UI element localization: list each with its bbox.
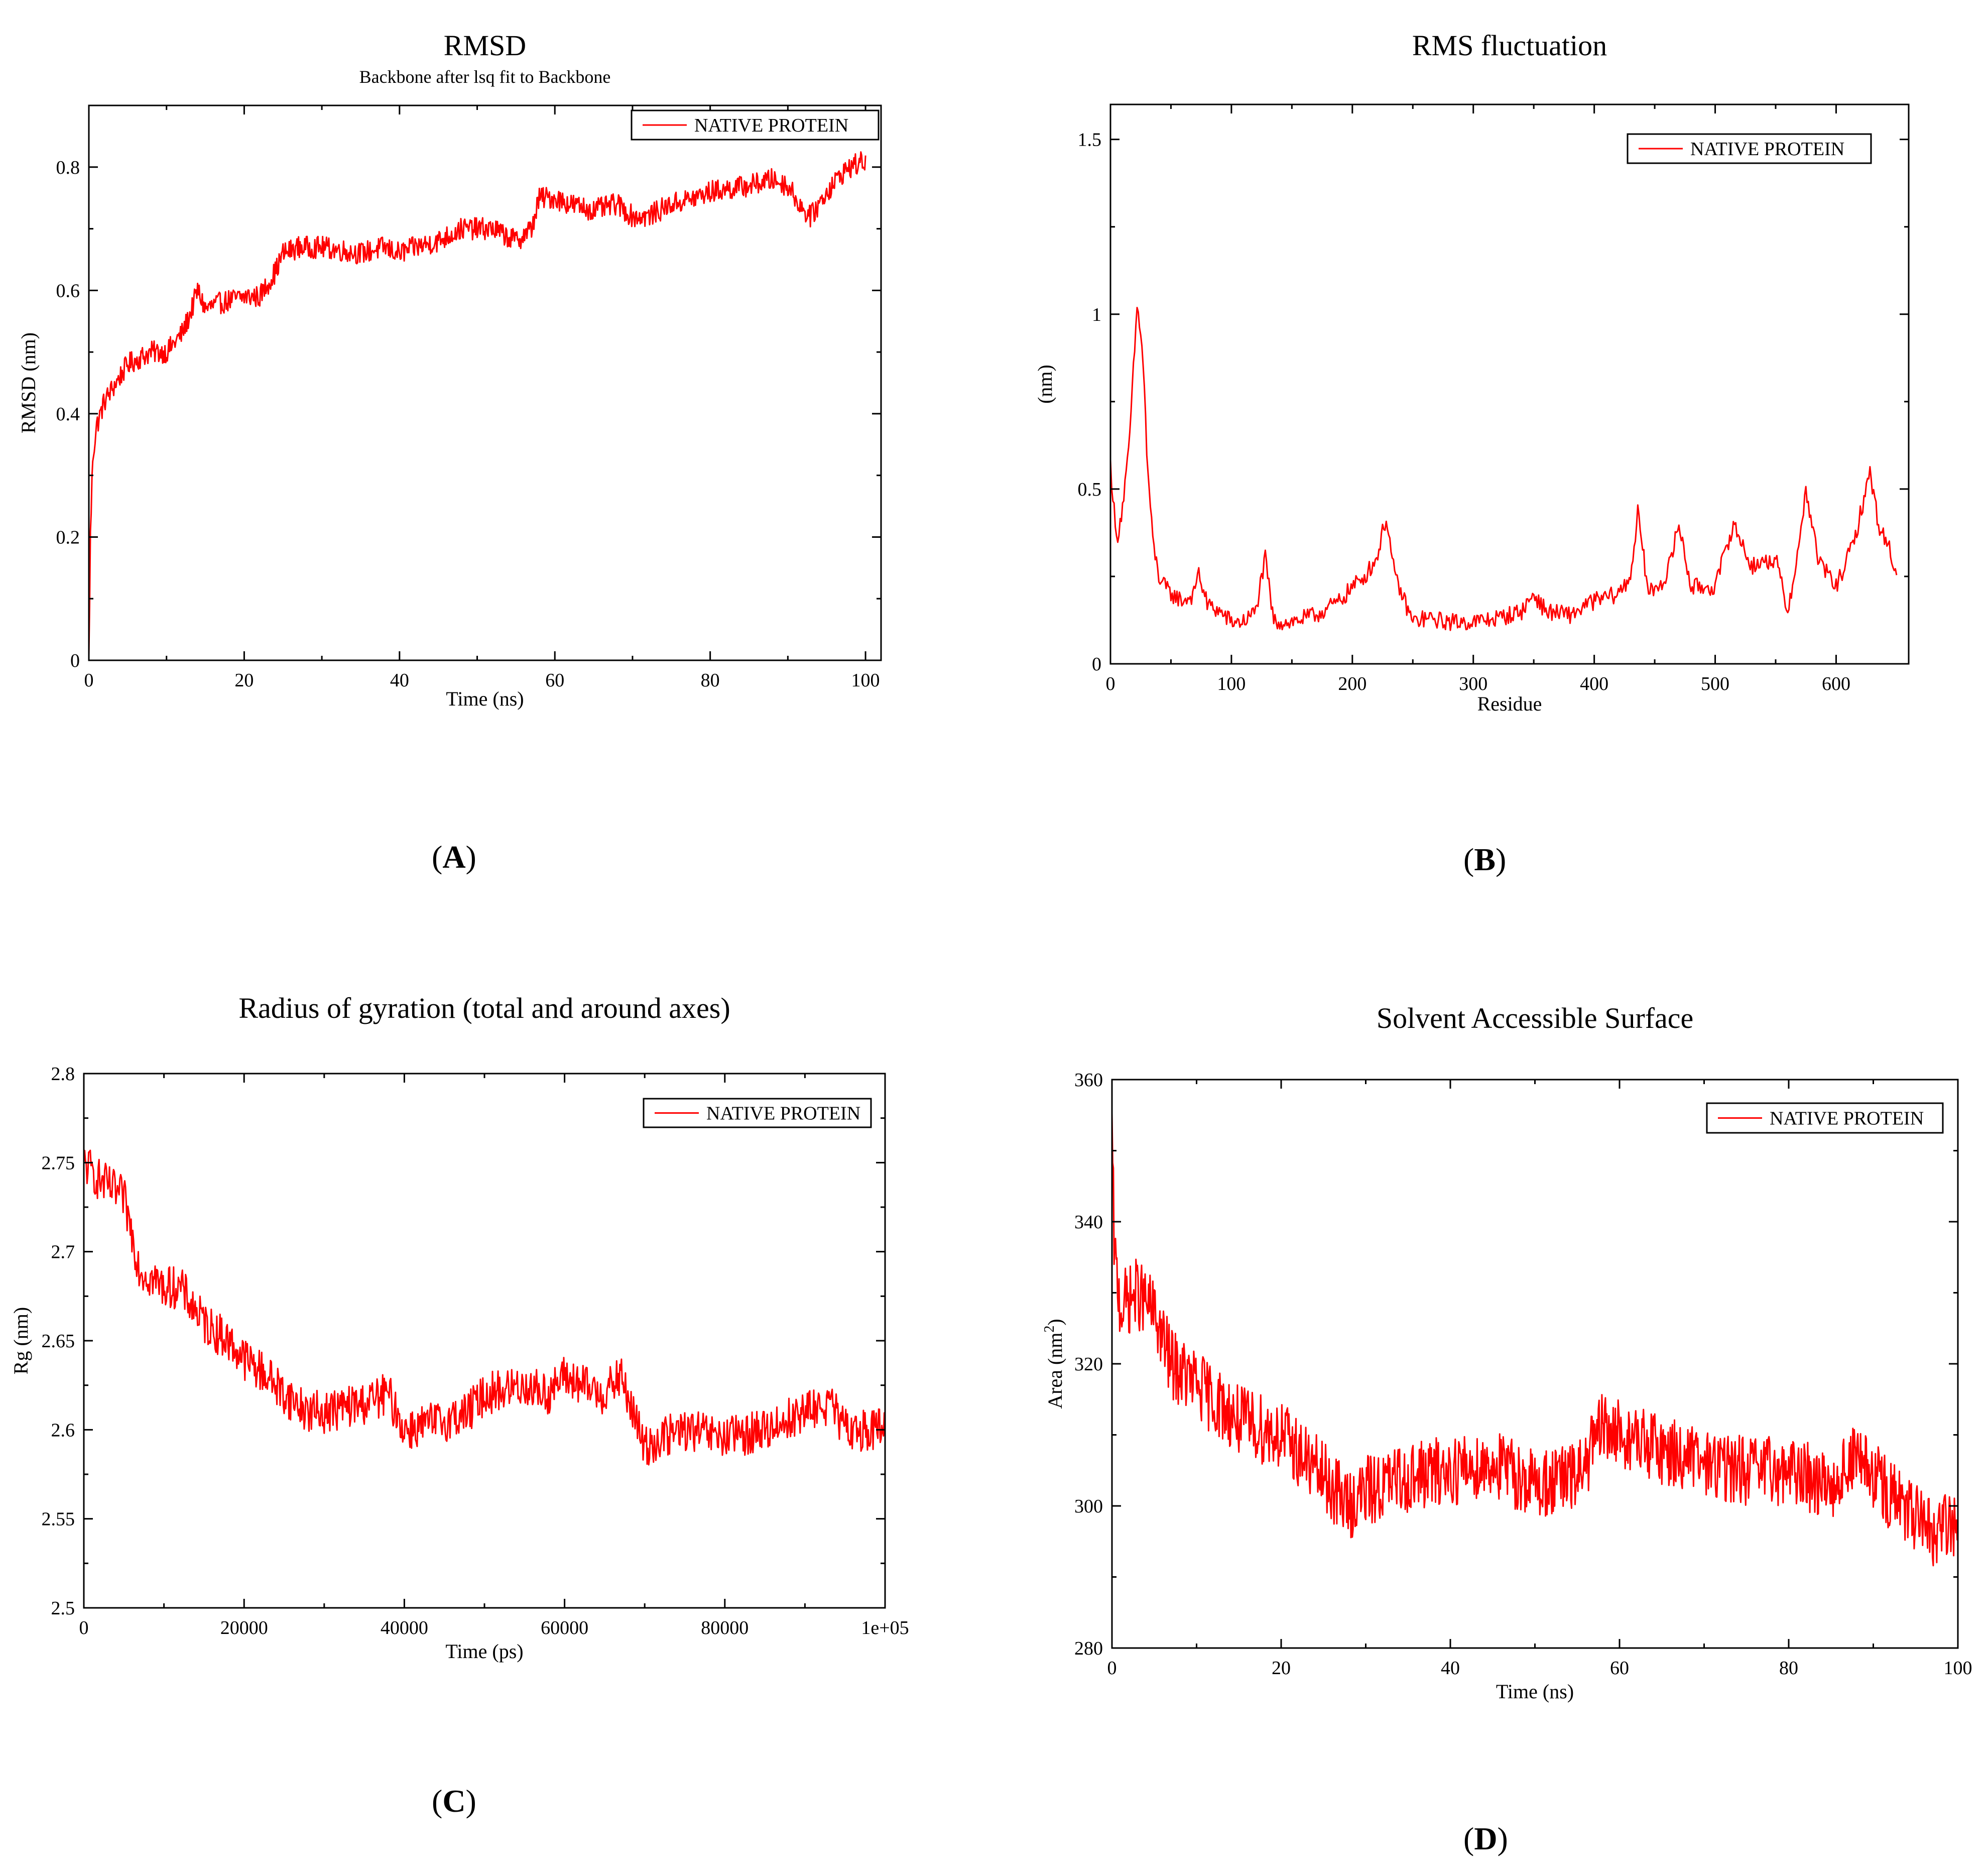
panel-label-b: (B) — [1463, 842, 1507, 877]
series-line-native-protein — [83, 1149, 886, 1466]
x-axis-label: Time (ns) — [1496, 1680, 1574, 1703]
y-tick-label: 1 — [1092, 304, 1101, 325]
y-tick-label: 1.5 — [1078, 130, 1102, 151]
x-tick-label: 40 — [1441, 1658, 1460, 1679]
x-tick-label: 20 — [234, 670, 254, 691]
plot-frame — [88, 104, 882, 661]
chart-title: RMS fluctuation — [1412, 29, 1607, 62]
y-axis-label: RMSD (nm) — [17, 332, 40, 433]
panel-b-rmsf: RMS fluctuation 0 100 200 300 400 500 600 0 0.5 1 1… — [994, 0, 1988, 904]
y-tick-label: 320 — [1074, 1354, 1103, 1375]
legend-label: NATIVE PROTEIN — [1690, 139, 1844, 160]
x-tick-label: 100 — [851, 670, 880, 691]
x-tick-label: 100 — [1217, 673, 1246, 694]
plot-frame — [1111, 1079, 1959, 1649]
legend-label: NATIVE PROTEIN — [706, 1103, 860, 1124]
y-tick-label: 0.4 — [56, 404, 80, 425]
x-tick-label: 20000 — [220, 1617, 268, 1638]
x-tick-label: 1e+05 — [861, 1617, 909, 1638]
panel-label-d: (D) — [1463, 1821, 1508, 1856]
x-tick-label: 0 — [1107, 1658, 1117, 1679]
panel-c-rg: Radius of gyration (total and around axe… — [0, 954, 984, 1876]
x-tick-label: 200 — [1338, 673, 1366, 694]
legend-label: NATIVE PROTEIN — [1770, 1108, 1924, 1129]
y-tick-label: 2.55 — [42, 1509, 75, 1530]
panel-a-rmsd: RMSD Backbone after lsq fit to Backbone 0 2… — [0, 0, 984, 904]
x-tick-label: 60 — [545, 670, 564, 691]
y-tick-label: 360 — [1074, 1070, 1103, 1091]
series-line-native-protein — [1109, 307, 1898, 631]
x-tick-label: 600 — [1822, 673, 1850, 694]
y-tick-label: 0 — [1092, 654, 1101, 675]
legend-box — [1706, 1102, 1944, 1134]
y-axis-label: Rg (nm) — [10, 1307, 32, 1374]
x-tick-label: 0 — [79, 1617, 89, 1638]
y-tick-label: 2.7 — [51, 1242, 75, 1263]
y-tick-label: 0 — [70, 650, 80, 671]
y-tick-label: 300 — [1074, 1496, 1103, 1517]
y-tick-label: 0.6 — [56, 280, 80, 301]
x-tick-label: 80 — [701, 670, 720, 691]
chart-title: Solvent Accessible Surface — [1377, 1002, 1693, 1034]
chart-subtitle: Backbone after lsq fit to Backbone — [359, 67, 611, 87]
y-tick-label: 0.8 — [56, 157, 80, 178]
y-tick-label: 2.8 — [51, 1064, 75, 1085]
x-tick-label: 60000 — [541, 1617, 588, 1638]
y-axis-label: Area (nm2) — [1042, 1319, 1066, 1409]
y-tick-label: 2.5 — [51, 1598, 75, 1619]
x-axis-label: Time (ps) — [445, 1640, 523, 1663]
y-tick-label: 0.2 — [56, 527, 80, 548]
y-tick-label: 2.6 — [51, 1420, 75, 1441]
x-tick-label: 40 — [390, 670, 409, 691]
x-tick-label: 300 — [1459, 673, 1487, 694]
x-tick-label: 20 — [1272, 1658, 1291, 1679]
x-tick-label: 80 — [1779, 1658, 1798, 1679]
x-tick-label: 0 — [1106, 673, 1115, 694]
series-line-native-protein — [1111, 1113, 1959, 1567]
x-tick-label: 100 — [1944, 1658, 1972, 1679]
x-tick-label: 400 — [1580, 673, 1608, 694]
y-tick-label: 340 — [1074, 1212, 1103, 1233]
plot-frame — [1109, 103, 1910, 665]
x-axis-label: Residue — [1477, 692, 1542, 715]
legend-label: NATIVE PROTEIN — [694, 115, 848, 136]
chart-title: Radius of gyration (total and around axe… — [238, 992, 730, 1024]
chart-title: RMSD — [444, 29, 526, 62]
panel-label-c: (C) — [432, 1783, 476, 1819]
x-tick-label: 0 — [84, 670, 94, 691]
x-tick-label: 80000 — [701, 1617, 749, 1638]
panel-label-a: (A) — [432, 839, 476, 875]
x-tick-label: 500 — [1701, 673, 1729, 694]
y-tick-label: 0.5 — [1078, 479, 1102, 500]
panel-d-sasa: Solvent Accessible Surface 0 20 40 60 80 100 28… — [994, 954, 1988, 1876]
y-tick-label: 2.65 — [42, 1331, 75, 1352]
chart-solvent-accessible-surface: Solvent Accessible Surface 0 20 40 60 80 100 28… — [1042, 1002, 1972, 1703]
y-tick-label: 2.75 — [42, 1152, 75, 1174]
chart-rmsd: RMSD Backbone after lsq fit to Backbone 0 2… — [17, 29, 882, 710]
x-axis-label: Time (ns) — [446, 687, 524, 710]
x-tick-label: 40000 — [381, 1617, 428, 1638]
y-tick-label: 280 — [1074, 1638, 1103, 1659]
y-axis-label: (nm) — [1034, 365, 1056, 404]
chart-rms-fluctuation: RMS fluctuation 0 100 200 300 400 500 600 0 0.5 1 1… — [1034, 29, 1910, 715]
series-line-native-protein — [88, 151, 866, 656]
x-tick-label: 60 — [1610, 1658, 1629, 1679]
chart-radius-of-gyration: Radius of gyration (total and around axe… — [10, 992, 909, 1663]
